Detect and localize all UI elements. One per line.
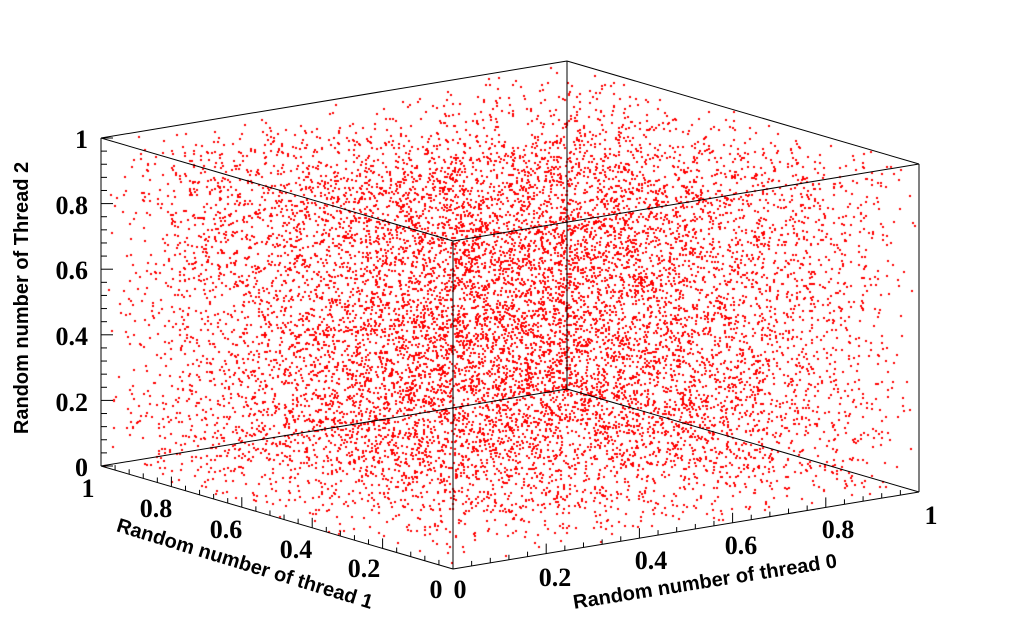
y-tick-label-4: 0.8 <box>140 494 173 523</box>
x-tick-label-1: 0.2 <box>539 563 572 592</box>
x-axis-title: Random number of thread 0 <box>572 550 839 613</box>
front-top-edge-y <box>100 137 454 242</box>
z-tick-label-0: 0 <box>75 453 88 482</box>
back-top-edge-x <box>100 60 568 139</box>
box-front-edges <box>100 137 920 570</box>
z-tick-label-1: 0.2 <box>56 388 89 417</box>
y-axis-line <box>100 465 454 570</box>
x-axis-ticks <box>452 482 920 569</box>
back-top-edge-y <box>566 60 920 165</box>
y-axis-tick-labels: 0 0.2 0.4 0.6 0.8 1 <box>82 474 443 604</box>
x-tick-label-3: 0.6 <box>725 531 758 560</box>
front-top-edge-x <box>452 163 920 242</box>
y-tick-label-0: 0 <box>430 575 443 604</box>
x-tick-label-0: 0 <box>454 575 467 604</box>
z-axis-ticks <box>101 137 113 467</box>
y-tick-label-5: 1 <box>82 474 95 503</box>
x-tick-label-2: 0.4 <box>635 546 668 575</box>
y-tick-label-1: 0.2 <box>348 554 381 583</box>
y-tick-label-3: 0.6 <box>210 515 243 544</box>
z-tick-label-5: 1 <box>75 125 88 154</box>
x-axis-tick-labels: 0 0.2 0.4 0.6 0.8 1 <box>454 501 938 604</box>
y-axis-title: Random number of thread 1 <box>114 515 375 614</box>
back-bottom-edge <box>100 388 568 467</box>
z-tick-label-2: 0.4 <box>56 322 89 351</box>
z-tick-label-4: 0.8 <box>56 191 89 220</box>
z-axis-title: Random number of Thread 2 <box>11 162 33 434</box>
x-tick-label-5: 1 <box>925 501 938 530</box>
x-tick-label-4: 0.8 <box>822 515 855 544</box>
y-axis-ticks <box>100 456 454 569</box>
z-axis-tick-labels: 0 0.2 0.4 0.6 0.8 1 <box>56 125 89 482</box>
box-back-edges <box>100 60 920 467</box>
y-tick-label-2: 0.4 <box>280 535 313 564</box>
x-axis-line <box>452 491 920 570</box>
z-tick-label-3: 0.6 <box>56 256 89 285</box>
right-bottom-edge <box>566 388 920 493</box>
